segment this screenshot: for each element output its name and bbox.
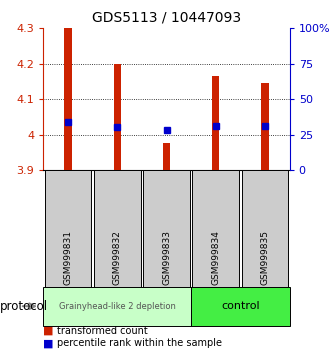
Text: ■: ■ bbox=[43, 326, 54, 336]
Text: GSM999834: GSM999834 bbox=[211, 230, 220, 285]
Bar bbox=[114, 64, 121, 170]
Text: GSM999833: GSM999833 bbox=[162, 230, 171, 285]
Text: control: control bbox=[221, 301, 260, 311]
Title: GDS5113 / 10447093: GDS5113 / 10447093 bbox=[92, 10, 241, 24]
Bar bbox=[261, 83, 269, 170]
Bar bbox=[212, 76, 219, 170]
Text: protocol: protocol bbox=[0, 300, 48, 313]
Text: GSM999831: GSM999831 bbox=[63, 230, 73, 285]
Text: GSM999835: GSM999835 bbox=[260, 230, 270, 285]
Text: transformed count: transformed count bbox=[57, 326, 148, 336]
Bar bbox=[64, 28, 72, 170]
Bar bbox=[163, 143, 170, 170]
Text: ■: ■ bbox=[43, 338, 54, 348]
Text: GSM999832: GSM999832 bbox=[113, 230, 122, 285]
Text: percentile rank within the sample: percentile rank within the sample bbox=[57, 338, 221, 348]
Text: Grainyhead-like 2 depletion: Grainyhead-like 2 depletion bbox=[59, 302, 175, 311]
